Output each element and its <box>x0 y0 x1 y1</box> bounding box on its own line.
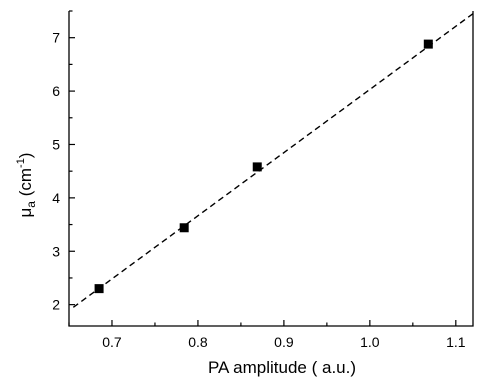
x-tick-label: 1.0 <box>360 334 380 350</box>
data-point <box>94 284 104 294</box>
y-tick-label: 6 <box>52 83 60 99</box>
y-tick-label: 5 <box>52 136 60 152</box>
data-points <box>94 39 433 294</box>
x-tick-label: 0.7 <box>102 334 122 350</box>
y-axis-title-subscript: a <box>24 201 38 208</box>
x-axis-ticks: 0.7 0.8 0.9 1.0 1.1 <box>68 320 466 350</box>
data-point <box>252 162 262 172</box>
y-axis-title: μa (cm-1) <box>15 153 38 218</box>
x-axis-title: PA amplitude ( a.u.) <box>208 358 356 377</box>
plot-area: 0.7 0.8 0.9 1.0 1.1 2 3 4 5 6 7 <box>52 10 474 350</box>
data-point <box>423 39 433 49</box>
x-tick-label: 0.9 <box>274 334 294 350</box>
fit-line <box>72 13 474 308</box>
y-axis-title-symbol: μ <box>16 208 35 218</box>
data-point <box>179 223 189 233</box>
y-axis-title-unit-open: (cm <box>16 168 35 201</box>
y-axis-ticks: 2 3 4 5 6 7 <box>52 10 75 313</box>
x-tick-label: 0.8 <box>188 334 208 350</box>
fit-line-group <box>72 13 474 308</box>
axes-frame <box>68 11 474 327</box>
y-tick-label: 3 <box>52 243 60 259</box>
y-tick-label: 4 <box>52 190 60 206</box>
x-tick-label: 1.1 <box>446 334 466 350</box>
y-tick-label: 2 <box>52 297 60 313</box>
y-axis-title-superscript: -1 <box>15 158 27 168</box>
y-axis-title-unit-close: ) <box>16 153 35 159</box>
y-tick-label: 7 <box>52 30 60 46</box>
